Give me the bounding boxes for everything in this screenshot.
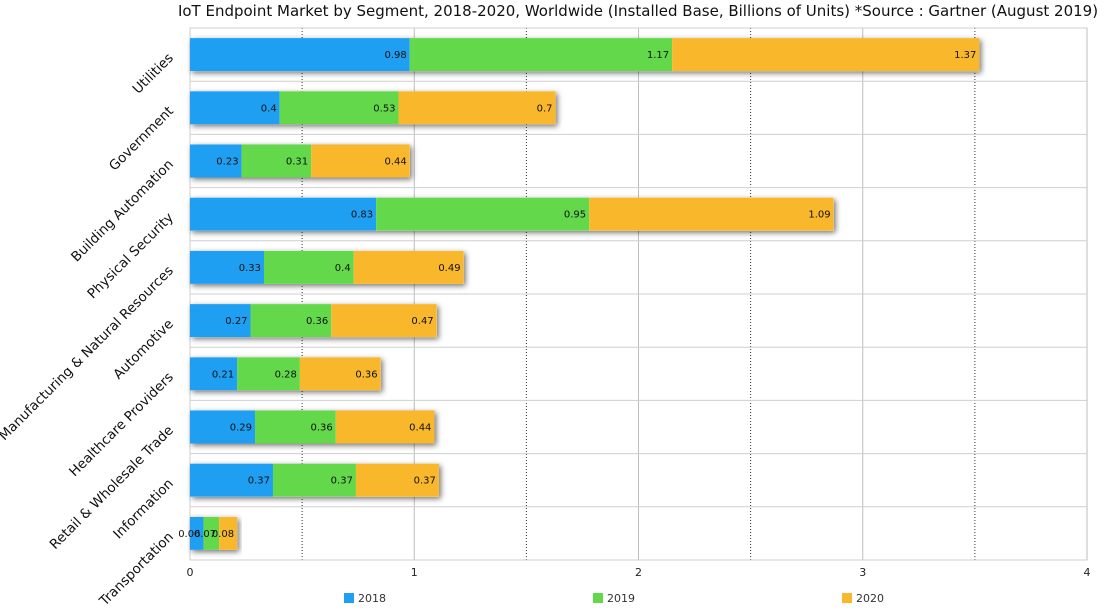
bar-segment bbox=[353, 250, 464, 284]
bar-group bbox=[190, 357, 381, 391]
bar-segment bbox=[237, 357, 300, 391]
data-label: 0.44 bbox=[384, 157, 406, 168]
category-label: Healthcare Providers bbox=[66, 369, 177, 480]
chart-title: IoT Endpoint Market by Segment, 2018-202… bbox=[178, 2, 1098, 20]
data-label: 0.37 bbox=[331, 476, 353, 487]
data-label: 0.33 bbox=[239, 263, 261, 274]
legend-swatch bbox=[842, 593, 852, 603]
data-label: 0.95 bbox=[564, 210, 586, 221]
bar-segment bbox=[190, 410, 256, 444]
bar-group bbox=[190, 91, 556, 125]
legend-swatch bbox=[593, 593, 603, 603]
legend-item[interactable]: 2019 bbox=[593, 592, 635, 605]
data-label: 0.53 bbox=[373, 103, 395, 114]
data-label: 0.7 bbox=[537, 103, 553, 114]
bar-segment bbox=[190, 304, 251, 338]
x-tick-label: 4 bbox=[1084, 566, 1091, 579]
x-tick-label: 0 bbox=[187, 566, 194, 579]
data-label: 0.36 bbox=[355, 369, 377, 380]
data-label: 0.98 bbox=[384, 50, 406, 61]
data-label: 0.49 bbox=[438, 263, 460, 274]
data-label: 0.44 bbox=[409, 423, 431, 434]
data-label: 0.07 bbox=[194, 529, 216, 540]
bar-segment bbox=[299, 357, 381, 391]
category-label: Utilities bbox=[130, 50, 177, 97]
data-label: 0.37 bbox=[414, 476, 436, 487]
grid-layer bbox=[189, 27, 1088, 561]
bar-segment bbox=[250, 304, 332, 338]
bar-segment bbox=[219, 516, 238, 550]
bar-segment bbox=[311, 144, 410, 178]
bar-segment bbox=[355, 463, 439, 497]
bar-segment bbox=[279, 91, 399, 125]
bar-group bbox=[190, 144, 410, 178]
data-label: 0.23 bbox=[216, 157, 238, 168]
bar-segment bbox=[203, 516, 220, 550]
data-label: 0.4 bbox=[335, 263, 351, 274]
x-tick-label: 2 bbox=[635, 566, 642, 579]
legend-label: 2019 bbox=[607, 592, 635, 605]
bars-layer bbox=[190, 38, 980, 550]
bar-group bbox=[190, 410, 435, 444]
legend-item[interactable]: 2018 bbox=[344, 592, 386, 605]
bar-segment bbox=[272, 463, 356, 497]
category-label: Building Automation bbox=[68, 157, 177, 266]
bar-group bbox=[190, 463, 439, 497]
bar-segment bbox=[589, 197, 834, 231]
data-label: 0.37 bbox=[248, 476, 270, 487]
legend-label: 2020 bbox=[856, 592, 884, 605]
x-tick-label: 1 bbox=[411, 566, 418, 579]
data-label: 0.36 bbox=[310, 423, 332, 434]
data-label: 0.27 bbox=[225, 316, 247, 327]
legend-layer: 2018 2019 2020 bbox=[344, 592, 884, 605]
category-label: Transportation bbox=[96, 529, 177, 610]
bar-group bbox=[190, 304, 437, 338]
data-label: 0.47 bbox=[411, 316, 433, 327]
bar-group bbox=[190, 197, 834, 231]
data-label: 0.28 bbox=[275, 369, 297, 380]
bar-group bbox=[190, 516, 238, 550]
labels-layer: 0.98 1.17 1.37 0.4 0.53 0.7 0.23 0.31 0.44 0.83 0.… bbox=[178, 50, 976, 540]
bar-segment bbox=[190, 38, 410, 72]
bar-segment bbox=[672, 38, 980, 72]
data-label: 1.09 bbox=[808, 210, 830, 221]
bar-segment bbox=[376, 197, 590, 231]
bar-segment bbox=[190, 197, 377, 231]
x-tick-label: 3 bbox=[859, 566, 866, 579]
bar-segment bbox=[335, 410, 435, 444]
data-label: 0.83 bbox=[351, 210, 373, 221]
data-label: 0.4 bbox=[261, 103, 277, 114]
bar-segment bbox=[264, 250, 354, 284]
bar-group bbox=[190, 38, 980, 72]
data-label: 0.21 bbox=[212, 369, 234, 380]
bar-segment bbox=[331, 304, 437, 338]
bar-segment bbox=[190, 91, 280, 125]
bar-segment bbox=[255, 410, 336, 444]
data-label: 0.08 bbox=[212, 529, 234, 540]
data-label: 1.37 bbox=[954, 50, 976, 61]
bar-segment bbox=[190, 463, 273, 497]
bar-group bbox=[190, 250, 464, 284]
legend-swatch bbox=[344, 593, 354, 603]
legend-item[interactable]: 2020 bbox=[842, 592, 884, 605]
data-label: 0.31 bbox=[286, 157, 308, 168]
bar-segment bbox=[409, 38, 673, 72]
bar-segment bbox=[190, 516, 204, 550]
bar-segment bbox=[241, 144, 312, 178]
data-label: 1.17 bbox=[647, 50, 669, 61]
legend-label: 2018 bbox=[358, 592, 386, 605]
bar-segment bbox=[190, 250, 265, 284]
bar-segment bbox=[190, 357, 238, 391]
data-label: 0.36 bbox=[306, 316, 328, 327]
bar-segment bbox=[190, 144, 242, 178]
data-label: 0.06 bbox=[178, 529, 200, 540]
bar-segment bbox=[398, 91, 556, 125]
data-label: 0.29 bbox=[230, 423, 252, 434]
